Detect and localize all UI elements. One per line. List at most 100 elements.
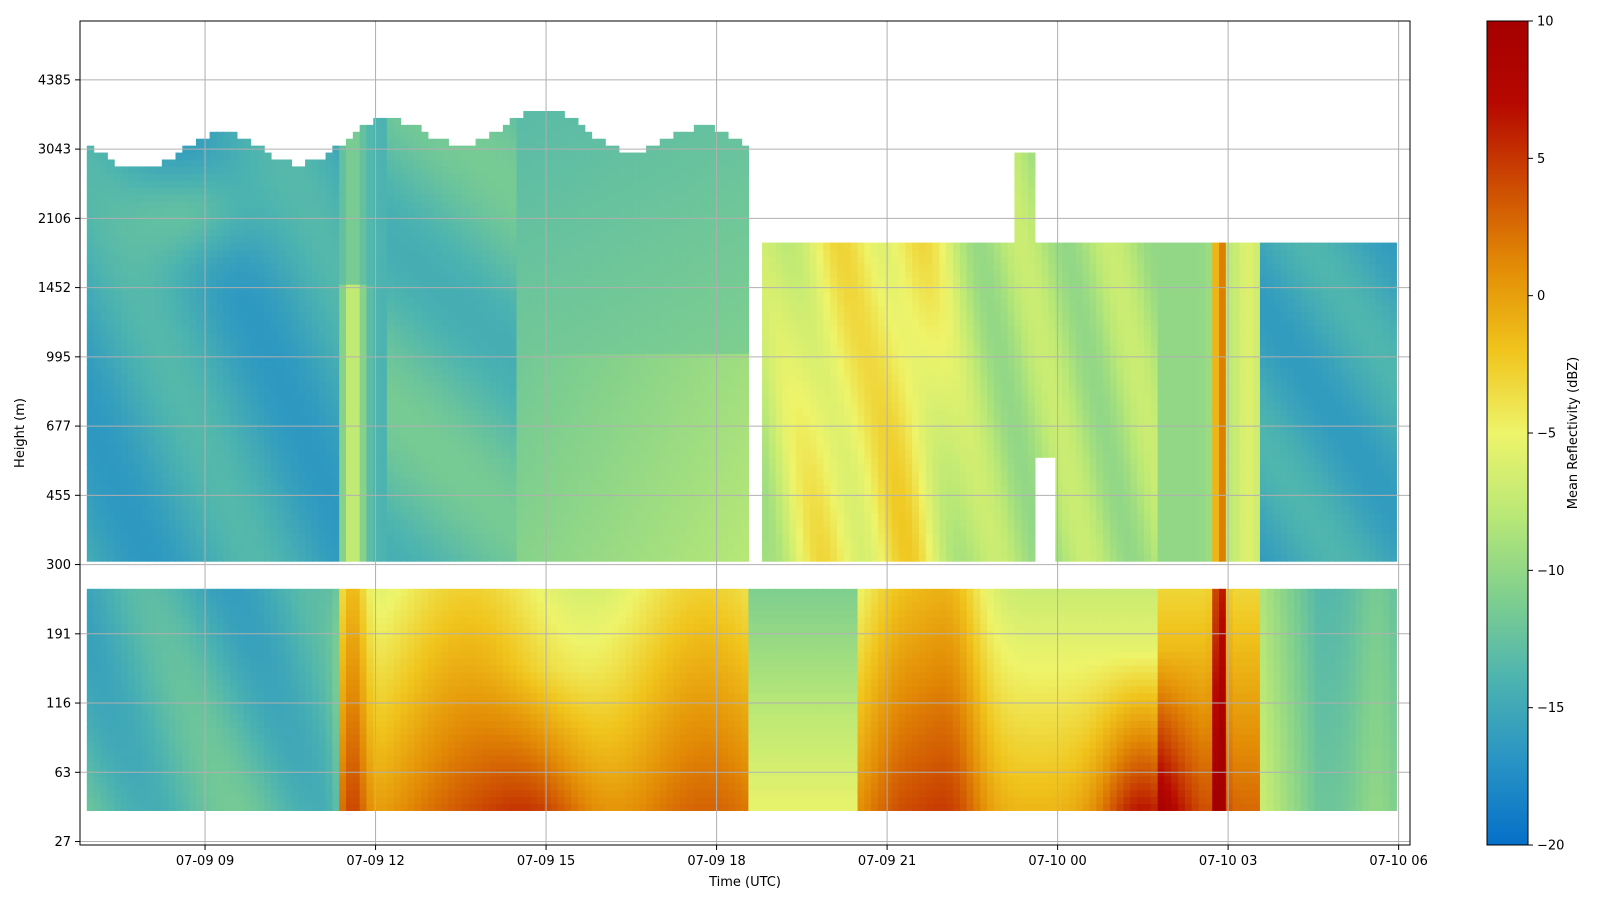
heatmap-cell — [236, 775, 245, 784]
heatmap-cell — [107, 748, 115, 756]
heatmap-cell — [305, 547, 313, 555]
heatmap-cell — [441, 159, 449, 168]
heatmap-cell — [168, 796, 177, 805]
heatmap-cell — [189, 651, 197, 659]
heatmap-cell — [352, 367, 361, 375]
heatmap-cell — [141, 464, 149, 472]
heatmap-cell — [441, 277, 449, 285]
heatmap-cell — [127, 471, 136, 479]
heatmap-cell — [195, 464, 204, 472]
heatmap-cell — [386, 803, 395, 811]
heatmap-cell — [407, 547, 415, 555]
heatmap-cell — [325, 678, 333, 687]
heatmap-cell — [230, 602, 238, 611]
heatmap-cell — [332, 692, 340, 701]
heatmap-cell — [264, 761, 272, 770]
heatmap-cell — [182, 180, 190, 188]
heatmap-cell — [175, 443, 183, 451]
heatmap-cell — [216, 754, 224, 763]
heatmap-cell — [250, 761, 258, 770]
heatmap-cell — [161, 381, 170, 389]
heatmap-cell — [448, 235, 456, 244]
heatmap-cell — [230, 187, 238, 195]
heatmap-cell — [257, 207, 265, 216]
heatmap-cell — [120, 685, 129, 694]
heatmap-cell — [202, 201, 211, 209]
heatmap-cell — [441, 685, 449, 694]
heatmap-cell — [332, 706, 340, 715]
heatmap-cell — [284, 803, 293, 811]
heatmap-cell — [236, 651, 245, 659]
heatmap-cell — [257, 173, 265, 181]
heatmap-cell — [400, 754, 408, 763]
heatmap-cell — [216, 644, 224, 652]
heatmap-cell — [277, 228, 286, 237]
heatmap-cell — [216, 318, 224, 327]
heatmap-cell — [86, 692, 95, 701]
heatmap-cell — [243, 201, 252, 209]
heatmap-cell — [264, 318, 272, 327]
heatmap-cell — [421, 644, 429, 652]
heatmap-cell — [359, 332, 368, 341]
heatmap-cell — [359, 394, 368, 403]
heatmap-cell — [346, 526, 354, 534]
heatmap-cell — [373, 318, 381, 327]
heatmap-cell — [209, 727, 218, 735]
heatmap-cell — [277, 374, 286, 382]
heatmap-cell — [277, 498, 286, 507]
heatmap-cell — [148, 734, 156, 742]
heatmap-cell — [421, 173, 429, 181]
heatmap-cell — [366, 464, 374, 472]
heatmap-cell — [407, 443, 415, 451]
heatmap-cell — [441, 637, 449, 645]
heatmap-cell — [318, 291, 327, 299]
heatmap-cell — [107, 554, 115, 562]
heatmap-cell — [264, 658, 272, 666]
heatmap-cell — [134, 304, 142, 313]
heatmap-cell — [359, 761, 368, 770]
heatmap-cell — [155, 664, 163, 673]
heatmap-cell — [236, 394, 245, 403]
heatmap-cell — [393, 602, 402, 611]
heatmap-cell — [380, 415, 388, 424]
heatmap-cell — [441, 775, 449, 784]
heatmap-cell — [114, 734, 122, 742]
heatmap-cell — [448, 713, 456, 721]
heatmap-cell — [250, 540, 258, 548]
heatmap-cell — [332, 408, 340, 417]
heatmap-cell — [277, 789, 286, 798]
heatmap-cell — [202, 609, 211, 618]
heatmap-cell — [448, 367, 456, 375]
heatmap-cell — [441, 173, 449, 181]
heatmap-cell — [366, 540, 374, 548]
heatmap-cell — [257, 547, 265, 555]
heatmap-cell — [434, 408, 443, 417]
heatmap-cell — [86, 221, 95, 230]
heatmap-cell — [264, 249, 272, 258]
heatmap-cell — [127, 332, 136, 341]
heatmap-cell — [339, 658, 347, 666]
heatmap-cell — [311, 471, 320, 479]
heatmap-cell — [107, 775, 115, 784]
heatmap-cell — [243, 166, 252, 174]
heatmap-cell — [427, 644, 436, 652]
heatmap-cell — [400, 138, 408, 147]
heatmap-cell — [366, 512, 374, 521]
heatmap-cell — [264, 256, 272, 264]
heatmap-cell — [107, 415, 115, 424]
heatmap-cell — [386, 221, 395, 230]
heatmap-cell — [414, 796, 422, 805]
heatmap-cell — [155, 201, 163, 209]
heatmap-cell — [318, 450, 327, 458]
heatmap-cell — [168, 332, 177, 341]
heatmap-cell — [209, 367, 218, 375]
heatmap-cell — [291, 664, 299, 673]
heatmap-cell — [114, 360, 122, 368]
heatmap-cell — [359, 789, 368, 798]
heatmap-cell — [311, 207, 320, 216]
heatmap-cell — [352, 443, 361, 451]
heatmap-cell — [114, 761, 122, 770]
heatmap-cell — [270, 311, 279, 320]
heatmap-cell — [414, 692, 422, 701]
heatmap-cell — [243, 325, 252, 334]
